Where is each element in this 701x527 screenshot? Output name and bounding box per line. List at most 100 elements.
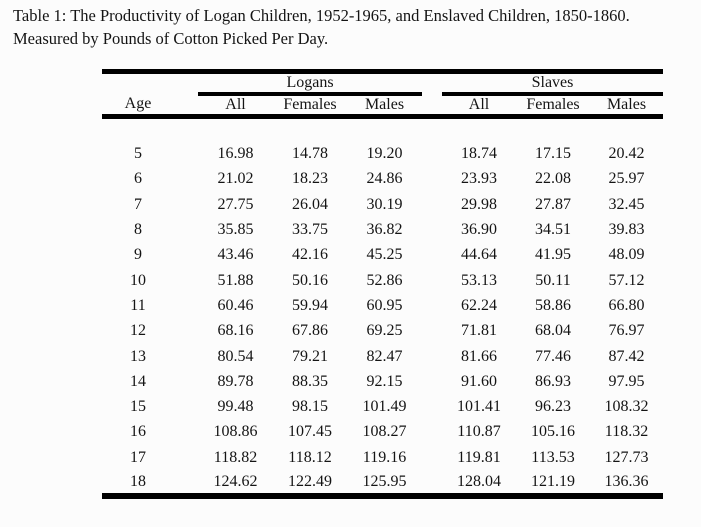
cell-logans-all: 60.46 — [217, 296, 254, 314]
cell-logans-females: 118.12 — [288, 448, 332, 466]
cell-slaves-females: 86.93 — [535, 372, 571, 390]
cell-logans-females: 33.75 — [292, 221, 328, 239]
cell-gap — [422, 142, 442, 167]
cell-logans-males: 24.86 — [366, 170, 403, 188]
cell-slaves-males: 118.32 — [604, 423, 649, 441]
cell-age: 18 — [130, 472, 146, 490]
cell-slaves-females: 113.53 — [531, 448, 575, 466]
column-header-logans-males: Males — [347, 94, 422, 119]
column-header-slaves-males: Males — [590, 94, 664, 119]
column-header-age: Age — [102, 94, 198, 119]
group-header-empty-age — [102, 72, 198, 95]
table-row: 15 99.48 98.15 101.49 101.41 96.23 108.32 — [102, 394, 663, 419]
spacer-cell — [102, 117, 663, 142]
table-row: 6 21.02 18.23 24.86 23.93 22.08 25.97 — [102, 167, 663, 192]
cell-logans-all: 80.54 — [217, 347, 254, 365]
cell-logans-males: 119.16 — [362, 448, 407, 466]
cell-slaves-males: 25.97 — [608, 170, 645, 188]
cell-logans-males: 30.19 — [366, 195, 403, 213]
cell-logans-all: 27.75 — [217, 195, 254, 213]
cell-logans-females: 107.45 — [288, 423, 332, 441]
cell-logans-males: 101.49 — [362, 398, 407, 416]
cell-logans-all: 35.85 — [217, 221, 254, 239]
column-header-gap — [422, 94, 442, 119]
table-row: 13 80.54 79.21 82.47 81.66 77.46 87.42 — [102, 344, 663, 369]
cell-slaves-all: 53.13 — [461, 271, 497, 289]
cell-gap — [422, 369, 442, 394]
cell-slaves-males: 87.42 — [608, 347, 645, 365]
cell-logans-all: 43.46 — [217, 246, 254, 264]
cell-logans-males: 92.15 — [366, 372, 403, 390]
cell-slaves-all: 23.93 — [461, 170, 497, 188]
group-header-gap — [422, 72, 442, 95]
column-header-logans-all: All — [198, 94, 273, 119]
cell-age: 15 — [130, 398, 146, 416]
cell-slaves-all: 71.81 — [461, 322, 497, 340]
cell-age: 12 — [130, 322, 146, 340]
cell-slaves-all: 91.60 — [461, 372, 497, 390]
cell-slaves-females: 27.87 — [535, 195, 571, 213]
cell-slaves-all: 101.41 — [457, 398, 501, 416]
cell-age: 17 — [130, 448, 146, 466]
cell-slaves-males: 108.32 — [604, 398, 649, 416]
cell-logans-males: 82.47 — [366, 347, 403, 365]
cell-slaves-males: 136.36 — [604, 472, 649, 490]
cell-slaves-males: 48.09 — [608, 246, 645, 264]
cell-age: 5 — [134, 145, 142, 163]
cell-logans-females: 50.16 — [292, 271, 328, 289]
cell-logans-all: 124.62 — [213, 472, 258, 490]
cell-logans-females: 42.16 — [292, 246, 328, 264]
cell-slaves-females: 34.51 — [535, 221, 571, 239]
cell-slaves-males: 66.80 — [608, 296, 645, 314]
cell-logans-males: 52.86 — [366, 271, 403, 289]
table-row: 10 51.88 50.16 52.86 53.13 50.11 57.12 — [102, 268, 663, 293]
cell-age: 13 — [130, 347, 146, 365]
cell-logans-females: 98.15 — [292, 398, 328, 416]
cell-slaves-all: 18.74 — [461, 145, 497, 163]
table-row: 16 108.86 107.45 108.27 110.87 105.16 118.32 — [102, 420, 663, 445]
cell-slaves-all: 29.98 — [461, 195, 497, 213]
cell-gap — [422, 319, 442, 344]
cell-gap — [422, 167, 442, 192]
group-header-row: Logans Slaves — [102, 71, 664, 96]
cell-slaves-females: 68.04 — [535, 322, 571, 340]
cell-slaves-females: 105.16 — [531, 423, 575, 441]
cell-logans-all: 108.86 — [213, 423, 258, 441]
cell-slaves-all: 81.66 — [461, 347, 497, 365]
cell-gap — [422, 394, 442, 419]
table-row: 7 27.75 26.04 30.19 29.98 27.87 32.45 — [102, 192, 663, 217]
cell-logans-females: 122.49 — [288, 472, 332, 490]
cell-slaves-males: 32.45 — [608, 195, 645, 213]
cell-slaves-males: 57.12 — [608, 271, 645, 289]
cell-logans-males: 108.27 — [362, 423, 407, 441]
cell-age: 11 — [130, 296, 146, 314]
cell-gap — [422, 344, 442, 369]
cell-logans-all: 99.48 — [217, 398, 254, 416]
cell-slaves-females: 77.46 — [535, 347, 571, 365]
cell-age: 6 — [134, 170, 142, 188]
cell-age: 9 — [134, 246, 142, 264]
table-row: 18 124.62 122.49 125.95 128.04 121.19 136.36 — [102, 470, 663, 495]
cell-logans-all: 16.98 — [217, 145, 254, 163]
cell-gap — [422, 445, 442, 470]
cell-logans-males: 60.95 — [366, 296, 403, 314]
cell-slaves-females: 41.95 — [535, 246, 571, 264]
cell-slaves-females: 17.15 — [535, 145, 571, 163]
cell-slaves-males: 20.42 — [608, 145, 645, 163]
cell-logans-all: 118.82 — [213, 448, 258, 466]
cell-age: 14 — [130, 372, 146, 390]
cell-logans-all: 51.88 — [217, 271, 254, 289]
cell-logans-males: 19.20 — [366, 145, 403, 163]
cell-age: 10 — [130, 271, 146, 289]
cell-slaves-all: 128.04 — [457, 472, 501, 490]
cell-slaves-males: 127.73 — [604, 448, 649, 466]
cell-logans-females: 67.86 — [292, 322, 328, 340]
cell-logans-females: 59.94 — [292, 296, 328, 314]
table-caption: Table 1: The Productivity of Logan Child… — [13, 4, 698, 50]
table-row: 9 43.46 42.16 45.25 44.64 41.95 48.09 — [102, 243, 663, 268]
cell-slaves-all: 119.81 — [457, 448, 501, 466]
column-header-slaves-females: Females — [516, 94, 590, 119]
cell-slaves-females: 121.19 — [531, 472, 575, 490]
productivity-table: Logans Slaves Age All Females Males All … — [102, 69, 664, 499]
group-header-slaves: Slaves — [442, 71, 664, 96]
